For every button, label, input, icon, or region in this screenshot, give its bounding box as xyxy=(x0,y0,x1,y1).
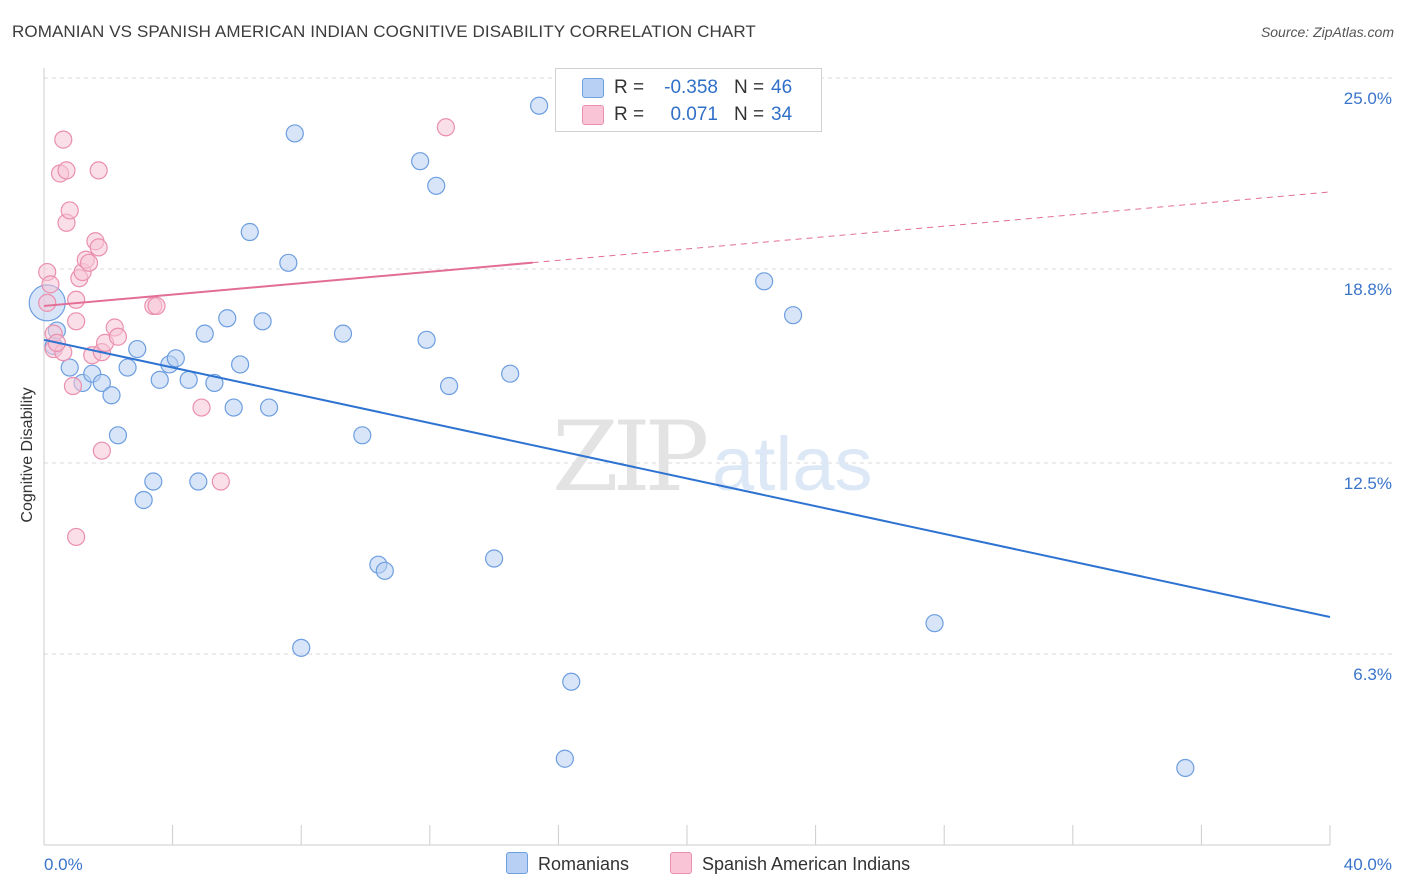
spanish-american-indian-point xyxy=(92,441,111,460)
r-label: R = xyxy=(614,104,645,125)
spanish-american-indian-point xyxy=(67,312,86,331)
romanian-point xyxy=(224,398,243,417)
n-value: 34 xyxy=(771,104,793,125)
romanian-point xyxy=(417,330,436,349)
romanian-point xyxy=(144,472,163,491)
n-value: 46 xyxy=(771,77,793,98)
spanish-american-indian-point xyxy=(192,398,211,417)
y-tick-label: 25.0% xyxy=(1344,89,1392,108)
romanian-point xyxy=(118,358,137,377)
chart-title: ROMANIAN VS SPANISH AMERICAN INDIAN COGN… xyxy=(12,22,756,41)
n-label: N = xyxy=(734,77,765,98)
romanian-point xyxy=(279,253,298,272)
y-tick-label: 18.8% xyxy=(1344,280,1392,299)
stats-row-spanish-american-indians: R = 0.071 N = 34 xyxy=(556,102,821,128)
spanish-american-indian-point xyxy=(79,253,99,272)
r-label: R = xyxy=(614,77,645,98)
romanian-point xyxy=(205,373,224,393)
romanian-point xyxy=(755,272,774,291)
spanish-american-indian-point xyxy=(38,293,57,312)
y-tick-label: 6.3% xyxy=(1353,665,1392,684)
romanian-point xyxy=(1176,758,1195,778)
r-value: -0.358 xyxy=(664,77,718,98)
watermark: ZIP atlas xyxy=(552,401,873,513)
legend-label: Spanish American Indians xyxy=(702,854,911,874)
y-tick-label: 12.5% xyxy=(1344,474,1392,493)
watermark-atlas: atlas xyxy=(712,422,873,507)
watermark-zip: ZIP xyxy=(552,401,707,513)
romanian-point xyxy=(134,490,153,510)
blue-swatch xyxy=(582,78,604,98)
romanian-point xyxy=(333,324,353,343)
trend-line-extension xyxy=(532,191,1331,264)
legend-label: Romanians xyxy=(538,854,630,874)
romanian-point xyxy=(195,324,214,343)
romanian-point xyxy=(501,364,520,383)
pink-swatch xyxy=(670,852,692,874)
spanish-american-indian-point xyxy=(89,161,108,180)
legend-item-spanish-american-indians: Spanish American Indians xyxy=(670,852,910,875)
romanian-point xyxy=(128,339,147,359)
romanian-point xyxy=(150,370,169,389)
romanian-point xyxy=(189,472,208,491)
x-tick-label: 40.0% xyxy=(1344,855,1392,874)
tick-label-layer: 6.3% 12.5% 18.8% 25.0% 0.0% 40.0% xyxy=(44,89,1392,874)
romanian-point xyxy=(783,306,803,325)
romanian-point xyxy=(285,124,304,143)
spanish-american-indian-point xyxy=(108,327,128,346)
romanian-point xyxy=(166,349,185,368)
spanish-american-indian-point xyxy=(63,376,83,396)
romanian-point xyxy=(240,222,259,242)
spanish-american-indian-point xyxy=(67,290,86,309)
trend-line-spanish-american-indians xyxy=(43,261,533,307)
romanian-point xyxy=(253,312,272,331)
trend-line-romanians xyxy=(43,338,1331,619)
legend-item-romanians: Romanians xyxy=(506,852,629,875)
pink-swatch xyxy=(582,105,604,125)
r-value: 0.071 xyxy=(670,104,718,125)
blue-swatch xyxy=(506,852,528,874)
romanian-point xyxy=(555,749,574,768)
spanish-american-indian-point xyxy=(211,472,230,491)
romanian-point xyxy=(179,370,198,389)
romanian-point xyxy=(485,549,504,568)
spanish-american-indian-point xyxy=(67,527,86,547)
spanish-american-indian-point xyxy=(41,275,60,294)
trend-layer xyxy=(43,191,1331,619)
x-tick-label: 0.0% xyxy=(44,855,83,874)
points-layer xyxy=(28,96,1195,778)
romanian-point xyxy=(375,561,394,580)
romanian-point xyxy=(259,398,279,417)
romanian-point xyxy=(231,355,250,374)
romanian-point xyxy=(562,672,581,691)
axis-layer xyxy=(43,68,1331,846)
source-label: Source: ZipAtlas.com xyxy=(1260,24,1394,40)
romanian-point xyxy=(108,426,128,445)
spanish-american-indian-point xyxy=(147,296,166,316)
romanian-point xyxy=(60,358,79,377)
romanian-point xyxy=(411,152,430,171)
romanian-point xyxy=(92,373,111,393)
spanish-american-indian-point xyxy=(436,118,455,137)
romanian-point xyxy=(427,176,446,195)
romanian-point xyxy=(292,638,311,657)
stats-row-romanians: R = -0.358 N = 46 xyxy=(556,75,821,101)
stats-legend: R = -0.358 N = 46 R = 0.071 N = 34 xyxy=(555,68,822,132)
n-label: N = xyxy=(734,104,765,125)
spanish-american-indian-point xyxy=(89,238,108,257)
romanian-point xyxy=(439,376,459,396)
spanish-american-indian-point xyxy=(54,130,73,149)
romanian-point xyxy=(353,426,372,445)
romanian-point xyxy=(530,96,549,115)
romanian-point xyxy=(925,614,944,633)
spanish-american-indian-point xyxy=(57,161,76,180)
romanian-point xyxy=(102,386,121,405)
spanish-american-indian-point xyxy=(60,201,79,220)
romanian-point xyxy=(218,309,237,328)
